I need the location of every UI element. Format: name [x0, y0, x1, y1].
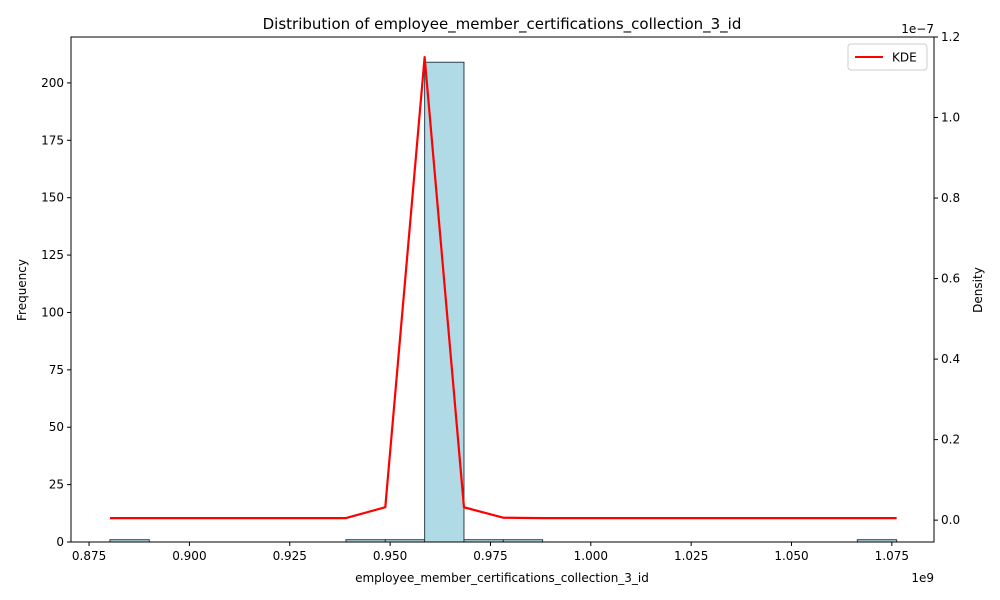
- y-tick-label-5: 125: [41, 248, 64, 262]
- x-axis-ticks: 0.875 0.900 0.925 0.950 0.975 1.000 1.025 1.050…: [72, 542, 909, 563]
- y-tick-label-0: 0: [56, 535, 64, 549]
- legend: KDE: [847, 43, 928, 71]
- y-axis-label: Frequency: [15, 259, 29, 321]
- chart-title: Distribution of employee_member_certific…: [263, 15, 742, 34]
- y-tick-label-7: 175: [41, 133, 64, 147]
- y-tick-label-8: 200: [41, 76, 64, 90]
- x-tick-label-8: 1.075: [875, 549, 909, 563]
- y2-axis-label: Density: [971, 267, 985, 313]
- x-tick-label-1: 0.900: [172, 549, 206, 563]
- y2-tick-label-2: 0.4: [941, 352, 960, 366]
- legend-box: [847, 43, 928, 71]
- y-tick-label-4: 100: [41, 305, 64, 319]
- legend-kde-label: KDE: [892, 51, 917, 65]
- y2-tick-label-1: 0.2: [941, 433, 960, 447]
- y-tick-label-1: 25: [49, 478, 64, 492]
- x-axis-multiplier: 1e9: [911, 571, 934, 585]
- y-tick-label-3: 75: [49, 363, 64, 377]
- x-axis-label: employee_member_certifications_collectio…: [355, 571, 649, 585]
- plot-frame: [70, 36, 935, 543]
- x-tick-label-6: 1.025: [674, 549, 708, 563]
- x-tick-label-0: 0.875: [72, 549, 106, 563]
- y-axis-ticks: 0 25 50 75 100 125 150 175 200: [41, 76, 71, 549]
- y2-tick-label-4: 0.8: [941, 191, 960, 205]
- y2-axis-ticks: 0.0 0.2 0.4 0.6 0.8 1.0 1.2: [934, 30, 960, 527]
- y2-axis-multiplier: 1e−7: [901, 22, 934, 36]
- kde-layer: [109, 56, 897, 520]
- y-tick-label-2: 50: [49, 420, 64, 434]
- x-tick-label-3: 0.950: [373, 549, 407, 563]
- kde-line: [109, 56, 897, 520]
- x-tick-label-5: 1.000: [574, 549, 608, 563]
- y2-tick-label-6: 1.2: [941, 30, 960, 44]
- y2-tick-label-3: 0.6: [941, 272, 960, 286]
- x-tick-label-7: 1.050: [774, 549, 808, 563]
- x-tick-label-2: 0.925: [273, 549, 307, 563]
- y2-tick-label-5: 1.0: [941, 111, 960, 125]
- y-tick-label-6: 150: [41, 191, 64, 205]
- x-tick-label-4: 0.975: [473, 549, 507, 563]
- y2-tick-label-0: 0.0: [941, 513, 960, 527]
